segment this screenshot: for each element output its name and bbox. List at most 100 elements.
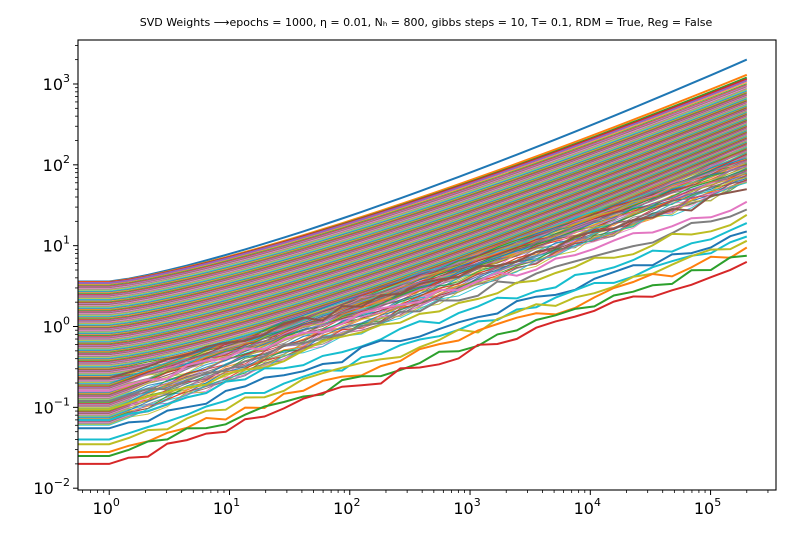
singular-value-curve: [78, 89, 747, 291]
singular-value-curve: [78, 139, 747, 357]
series-line-9: [78, 214, 748, 411]
singular-value-curve: [78, 130, 747, 342]
singular-value-curve: [78, 105, 747, 310]
singular-value-curve: [78, 114, 747, 321]
singular-value-curve: [78, 144, 747, 363]
singular-value-curve: [78, 132, 747, 347]
singular-value-curve: [78, 141, 747, 360]
plot-frame: [77, 39, 777, 491]
singular-value-curve: [78, 96, 747, 299]
singular-value-curve: [78, 131, 747, 345]
series-line-12: [78, 235, 748, 441]
singular-value-curve: [78, 111, 747, 317]
x-tick-label: 103: [453, 496, 480, 518]
y-tick-label: 102: [43, 153, 70, 175]
singular-value-curve: [78, 88, 747, 290]
singular-value-curve: [78, 121, 747, 331]
series-line-13: [78, 239, 748, 446]
y-tick-exponent: 1: [63, 234, 70, 247]
singular-value-curve: [78, 119, 747, 328]
singular-value-curve: [78, 128, 747, 341]
singular-value-curve: [78, 97, 747, 300]
series-line-15: [78, 254, 747, 457]
x-tick-exponent: 4: [594, 496, 601, 509]
singular-value-curve: [78, 130, 747, 343]
x-tick-base: 10: [213, 499, 233, 518]
singular-value-curve: [78, 115, 747, 322]
singular-value-curve: [78, 128, 747, 340]
y-tick-label: 10−2: [33, 476, 70, 498]
series-line-7: [78, 200, 748, 392]
series-line-14: [78, 246, 748, 453]
x-tick-exponent: 3: [474, 496, 481, 509]
singular-value-curve: [78, 143, 747, 362]
y-tick-exponent: −2: [54, 476, 70, 489]
singular-value-curve: [78, 85, 747, 288]
singular-value-curve: [78, 83, 747, 286]
singular-value-curve: [78, 91, 747, 294]
singular-value-curve: [78, 111, 747, 316]
x-tick-base: 10: [574, 499, 594, 518]
singular-value-curve: [78, 94, 747, 296]
x-tick-base: 10: [453, 499, 473, 518]
singular-value-curve: [78, 113, 747, 319]
y-tick-label: 103: [43, 72, 70, 94]
singular-value-curve: [78, 92, 747, 295]
singular-value-curve: [78, 135, 747, 351]
singular-value-curve: [78, 129, 747, 342]
singular-value-curve: [78, 142, 747, 361]
series-line-1: [78, 58, 748, 283]
series-line-16: [78, 261, 748, 465]
singular-value-curve: [78, 107, 747, 311]
x-tick-exponent: 1: [233, 496, 240, 509]
singular-value-curve: [78, 100, 747, 303]
singular-value-curve: [78, 108, 747, 313]
y-tick-base: 10: [43, 237, 63, 256]
x-tick-exponent: 5: [714, 496, 721, 509]
y-tick-exponent: −1: [54, 395, 70, 408]
y-tick-label: 100: [43, 315, 70, 337]
singular-value-curve: [78, 116, 747, 323]
singular-value-curve: [78, 131, 747, 344]
y-tick-base: 10: [33, 479, 53, 498]
singular-value-curve: [78, 89, 747, 292]
singular-value-curve: [78, 105, 747, 309]
series-line-8: [78, 208, 748, 402]
y-tick-label: 101: [43, 234, 70, 256]
singular-value-curve: [78, 112, 747, 318]
series-line-10: [78, 222, 748, 421]
singular-value-curve: [78, 109, 747, 314]
singular-value-curve: [78, 99, 747, 302]
singular-value-curve: [78, 176, 747, 416]
singular-value-curve: [78, 124, 747, 334]
y-tick-exponent: 3: [63, 72, 70, 85]
singular-value-curve: [78, 98, 747, 301]
singular-value-curve: [78, 117, 747, 325]
series-line-5: [78, 79, 748, 284]
singular-value-curve: [78, 137, 747, 353]
singular-value-curve: [78, 118, 747, 326]
x-tick-exponent: 0: [113, 496, 120, 509]
singular-value-curve: [78, 140, 747, 357]
singular-value-curve: [78, 136, 747, 352]
singular-value-curve: [78, 100, 747, 304]
x-tick-exponent: 2: [353, 496, 360, 509]
y-tick-label: 10−1: [33, 395, 70, 417]
singular-value-curve: [78, 125, 747, 336]
singular-value-curve: [78, 104, 747, 308]
chart-title: SVD Weights ⟶epochs = 1000, η = 0.01, Nₕ…: [140, 16, 713, 29]
y-tick-exponent: 0: [63, 315, 70, 328]
y-tick-base: 10: [43, 156, 63, 175]
singular-value-curve: [78, 93, 747, 295]
singular-value-curve: [78, 125, 747, 336]
singular-value-curve: [78, 119, 747, 327]
x-tick-label: 102: [333, 496, 360, 518]
series-line-6: [78, 188, 747, 380]
singular-value-curve: [78, 138, 747, 355]
singular-value-curve: [78, 132, 747, 346]
singular-value-curve: [78, 122, 747, 332]
singular-value-curve: [78, 133, 747, 347]
singular-value-curve: [78, 134, 747, 348]
singular-value-curve: [78, 95, 747, 298]
